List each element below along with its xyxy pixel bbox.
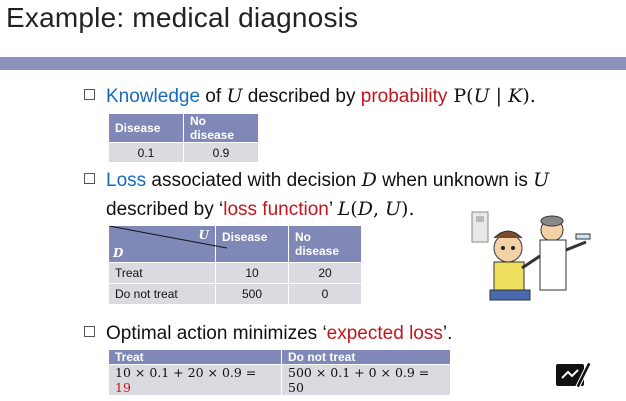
pen-tablet-icon[interactable]	[554, 358, 592, 390]
math-var-k: K	[508, 85, 523, 107]
table-header: Disease	[109, 114, 183, 142]
table-cell: 0.9	[184, 143, 258, 162]
math-bar: |	[489, 85, 509, 107]
table-header: No disease	[184, 114, 258, 142]
bullet-optimal: Optimal action minimizes ‘expected loss’…	[84, 322, 452, 346]
bullet-box-icon	[84, 326, 95, 337]
bullet-text: described by ‘	[106, 199, 224, 220]
corner-d: D	[113, 246, 124, 260]
bullet-text: described by	[242, 86, 361, 107]
table-header: Treat	[109, 350, 281, 364]
probability-table: Disease No disease 0.1 0.9	[108, 113, 259, 163]
math-var-u: U	[226, 85, 243, 107]
loss-table: U D Disease No disease Treat 10 20 Do no…	[108, 225, 362, 305]
table-corner: U D	[109, 226, 227, 262]
math-var-d: D	[361, 169, 377, 191]
math-close: ).	[522, 85, 536, 107]
table-cell: 500	[216, 284, 288, 304]
corner-u: U	[198, 228, 209, 242]
table-header: Disease	[216, 226, 288, 262]
table-header: Do not treat	[282, 350, 450, 364]
bullet-text: Optimal action minimizes ‘	[106, 323, 327, 344]
bullet-word-loss: Loss	[106, 170, 147, 191]
bullet-word-knowledge: Knowledge	[106, 86, 201, 107]
math-comma: ,	[372, 198, 386, 220]
math-close: ).	[401, 198, 415, 220]
bullet-text: ’	[328, 199, 338, 220]
table-cell: 10 × 0.1 + 20 × 0.9 = 19	[109, 365, 281, 395]
bullet-box-icon	[84, 89, 95, 100]
title-band	[0, 57, 626, 70]
bullet-text: ’.	[442, 323, 453, 344]
bullet-text: of	[200, 86, 227, 107]
bullet-knowledge: Knowledge of U described by probability …	[84, 84, 536, 109]
bullet-word-expected-loss: expected loss	[326, 323, 443, 344]
bullet-loss: Loss associated with decision D when unk…	[84, 166, 549, 224]
row-label: Treat	[109, 263, 215, 283]
diagonal-line	[109, 226, 227, 249]
row-label: Do not treat	[109, 284, 215, 304]
table-cell: 20	[289, 263, 361, 283]
math-var-l: L	[337, 198, 351, 220]
table-cell: 0.1	[109, 143, 183, 162]
expected-loss-table: Treat Do not treat 10 × 0.1 + 20 × 0.9 =…	[108, 349, 451, 396]
bullet-word-loss-function: loss function	[223, 199, 329, 220]
slide-title: Example: medical diagnosis	[6, 2, 359, 33]
expr-treat-result: 19	[115, 380, 131, 395]
expr-not-treat: 500 × 0.1 + 0 × 0.9 = 50	[282, 365, 450, 395]
math-var-u: U	[473, 85, 490, 107]
bullet-box-icon	[84, 173, 95, 184]
bullet-word-probability: probability	[360, 86, 448, 107]
math-var-u: U	[533, 169, 550, 191]
math-paren: (	[350, 198, 358, 220]
math-var-d: D	[357, 198, 373, 220]
bullet-text: associated with decision	[146, 170, 362, 191]
table-header: No disease	[289, 226, 361, 262]
doctor-patient-illustration	[471, 211, 591, 301]
bullet-text: when unknown is	[376, 170, 534, 191]
table-cell: 10	[216, 263, 288, 283]
table-cell: 0	[289, 284, 361, 304]
math-var-u: U	[385, 198, 402, 220]
math-p-open: P(	[447, 85, 474, 107]
expr-treat: 10 × 0.1 + 20 × 0.9 =	[115, 365, 257, 380]
